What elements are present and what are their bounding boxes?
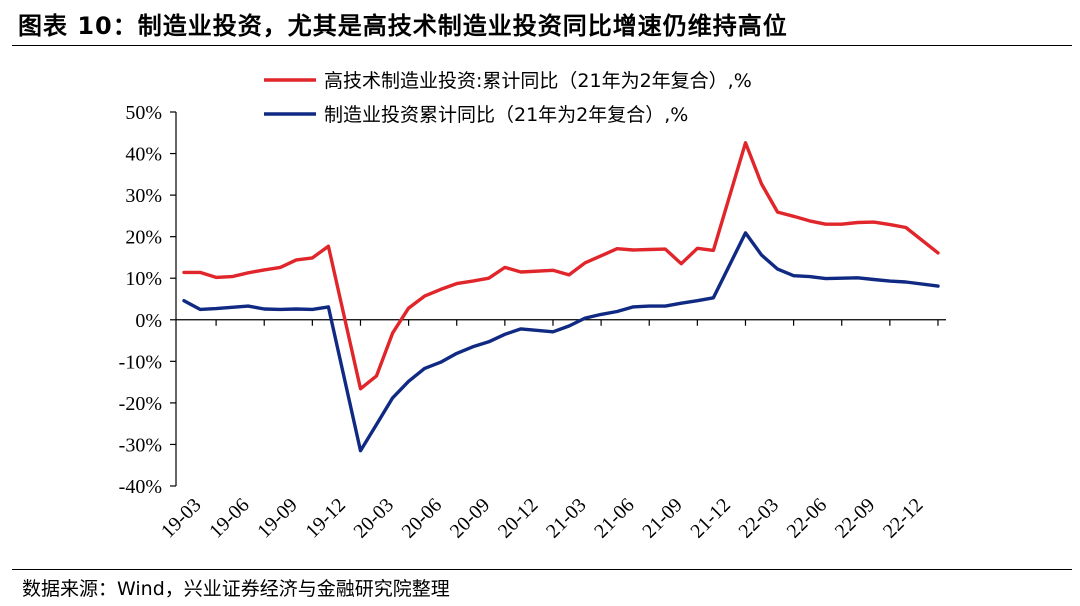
y-tick-label: 20% bbox=[125, 227, 162, 249]
x-tick-label: 20-09 bbox=[446, 494, 495, 543]
y-tick-label: -40% bbox=[119, 476, 162, 498]
x-tick-label: 19-03 bbox=[157, 494, 206, 543]
y-tick-label: -30% bbox=[119, 434, 162, 456]
legend-label-2: 制造业投资累计同比（21年为2年复合）,% bbox=[324, 104, 688, 126]
x-tick-label: 20-03 bbox=[349, 494, 398, 543]
x-tick-label: 21-09 bbox=[638, 494, 687, 543]
y-tick-label: 50% bbox=[125, 102, 162, 124]
x-tick-label: 20-06 bbox=[398, 494, 447, 543]
y-axis: 50% 40% 30% 20% 10% 0% -10% -20% -30% -40% bbox=[119, 102, 177, 498]
legend-label-1: 高技术制造业投资:累计同比（21年为2年复合）,% bbox=[324, 70, 752, 92]
y-tick-label: 0% bbox=[135, 310, 162, 332]
x-tick-label: 21-12 bbox=[686, 494, 735, 543]
chart-title: 图表 10：制造业投资，尤其是高技术制造业投资同比增速仍维持高位 bbox=[18, 12, 788, 40]
x-tick-label: 20-12 bbox=[494, 494, 543, 543]
x-tick-label: 22-03 bbox=[734, 494, 783, 543]
x-axis: 19-03 19-06 19-09 19-12 20-03 20-06 20-09 20-12… bbox=[157, 319, 946, 543]
series-line-2 bbox=[182, 231, 940, 453]
x-tick-label: 19-12 bbox=[301, 494, 350, 543]
x-tick-label: 19-09 bbox=[253, 494, 302, 543]
y-tick-label: 30% bbox=[125, 185, 162, 207]
series-line-1 bbox=[182, 141, 940, 391]
x-tick-label: 22-09 bbox=[831, 494, 880, 543]
x-tick-label: 19-06 bbox=[205, 494, 254, 543]
x-tick-label: 21-06 bbox=[590, 494, 639, 543]
y-tick-label: 10% bbox=[125, 268, 162, 290]
title-divider bbox=[12, 45, 1072, 46]
footer-divider bbox=[12, 569, 1072, 570]
series-lines bbox=[182, 141, 940, 453]
x-tick-label: 21-03 bbox=[542, 494, 591, 543]
legend: 高技术制造业投资:累计同比（21年为2年复合）,% 制造业投资累计同比（21年为2… bbox=[264, 70, 752, 126]
y-tick-label: -20% bbox=[119, 393, 162, 415]
y-tick-label: -10% bbox=[119, 351, 162, 373]
y-tick-label: 40% bbox=[125, 144, 162, 166]
x-tick-label: 22-06 bbox=[783, 494, 832, 543]
source-note: 数据来源：Wind，兴业证券经济与金融研究院整理 bbox=[22, 578, 450, 600]
x-tick-label: 22-12 bbox=[879, 494, 928, 543]
